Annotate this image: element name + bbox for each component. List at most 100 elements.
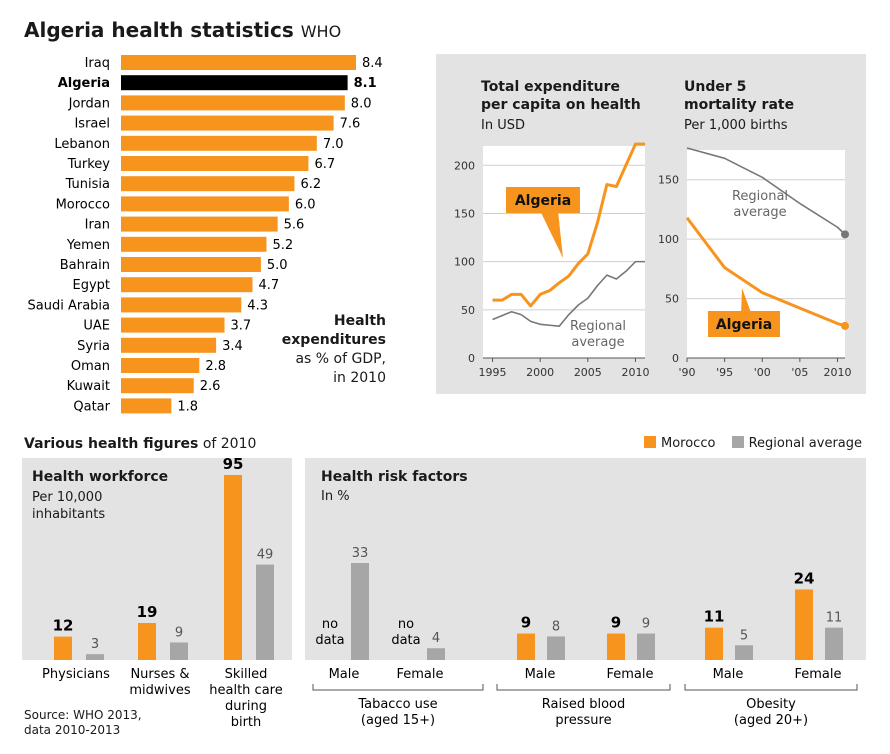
page-title: Algeria health statistics WHO xyxy=(24,18,341,42)
workforce-category-label: midwives xyxy=(129,683,190,698)
mortality-subtitle: Per 1,000 births xyxy=(684,118,788,133)
gdp-value-label: 4.3 xyxy=(247,298,268,313)
mortality-title-line1: Under 5 xyxy=(684,79,747,95)
risk-bar-regional xyxy=(427,648,445,660)
gdp-category-label: Saudi Arabia xyxy=(28,298,111,313)
workforce-sub-line2: inhabitants xyxy=(32,507,106,522)
expenditure-regional-label-line2: average xyxy=(571,335,624,350)
workforce-value-regional: 49 xyxy=(257,548,274,563)
workforce-bar-morocco xyxy=(224,475,242,660)
risk-value-regional: 11 xyxy=(826,611,843,626)
risk-bar-morocco xyxy=(607,633,625,660)
expenditure-algeria-callout-label: Algeria xyxy=(515,193,571,209)
risk-value-regional: 5 xyxy=(740,628,748,643)
workforce-title: Health workforce xyxy=(32,469,169,485)
gdp-category-label: UAE xyxy=(83,319,110,334)
expenditure-algeria-callout-pointer xyxy=(539,209,563,258)
risk-category-label: Female xyxy=(606,667,653,682)
workforce-value-regional: 9 xyxy=(175,625,183,640)
gdp-category-label: Bahrain xyxy=(60,258,110,273)
source-note: Source: WHO 2013, data 2010-2013 xyxy=(24,708,142,738)
risk-group-label: (aged 15+) xyxy=(361,713,435,728)
x-tick-label: 2010 xyxy=(823,366,851,379)
risk-value-morocco: 24 xyxy=(794,569,815,587)
risk-bar-regional xyxy=(735,645,753,660)
x-tick-label: 1995 xyxy=(479,366,507,379)
x-tick-label: 2000 xyxy=(526,366,554,379)
legend-label-morocco: Morocco xyxy=(661,436,716,451)
y-tick-label: 200 xyxy=(454,159,475,172)
expenditure-regional-label-line1: Regional xyxy=(570,319,626,334)
x-tick-label: 2005 xyxy=(574,366,602,379)
risk-value-morocco: 11 xyxy=(704,608,725,626)
gdp-value-label: 3.7 xyxy=(231,319,252,334)
risk-bar-regional xyxy=(825,627,843,660)
risk-category-label: Male xyxy=(525,667,556,682)
gdp-bar xyxy=(121,358,200,373)
gdp-value-label: 6.2 xyxy=(300,177,321,192)
gdp-bar xyxy=(121,55,356,70)
x-tick-label: '05 xyxy=(791,366,808,379)
workforce-bar-morocco xyxy=(138,623,156,660)
gdp-category-label: Syria xyxy=(77,339,110,354)
series-end-dot xyxy=(841,230,849,239)
y-tick-label: 150 xyxy=(658,174,679,187)
risk-title: Health risk factors xyxy=(321,469,468,485)
series-line-algeria xyxy=(685,216,846,328)
risk-group-label: Raised blood xyxy=(542,697,626,712)
y-tick-label: 100 xyxy=(454,256,475,269)
risk-group-label: Tabacco use xyxy=(357,697,437,712)
expenditure-subtitle: In USD xyxy=(481,118,525,133)
workforce-category-label: Skilled xyxy=(225,667,268,682)
various-title-text: Various health figures xyxy=(24,436,199,452)
gdp-value-label: 5.0 xyxy=(267,258,288,273)
gdp-bar xyxy=(121,75,348,91)
various-title-year: of 2010 xyxy=(202,436,257,452)
gdp-value-label: 8.0 xyxy=(351,96,372,111)
gdp-category-label: Egypt xyxy=(72,278,110,293)
gdp-category-label: Iran xyxy=(85,218,110,233)
gdp-bar xyxy=(121,135,317,151)
gdp-value-label: 5.2 xyxy=(272,238,293,253)
gdp-value-label: 2.8 xyxy=(205,359,226,374)
gdp-bar xyxy=(121,115,334,131)
x-tick-label: '90 xyxy=(678,366,695,379)
risk-value-regional: 4 xyxy=(432,631,440,646)
risk-no-data-line2: data xyxy=(391,633,420,648)
gdp-note-line2: in 2010 xyxy=(333,370,386,386)
gdp-bar xyxy=(121,337,217,353)
risk-group-label: Obesity xyxy=(746,697,796,712)
gdp-bar xyxy=(121,176,295,192)
gdp-category-label: Kuwait xyxy=(67,379,110,394)
risk-category-label: Male xyxy=(329,667,360,682)
gdp-bar xyxy=(121,297,242,313)
source-line1: Source: WHO 2013, xyxy=(24,708,142,722)
gdp-value-label: 7.0 xyxy=(323,137,344,152)
risk-group-label: pressure xyxy=(555,713,611,728)
mortality-regional-label-line2: average xyxy=(733,205,786,220)
workforce-value-regional: 3 xyxy=(91,637,99,652)
mortality-algeria-callout-label: Algeria xyxy=(716,317,772,333)
gdp-bar xyxy=(121,236,267,252)
gdp-value-label: 4.7 xyxy=(258,278,279,293)
risk-bar-morocco xyxy=(795,589,813,660)
risk-value-regional: 8 xyxy=(552,619,560,634)
workforce-category-label: health care xyxy=(209,683,282,698)
gdp-note-line1: as % of GDP, xyxy=(295,351,386,367)
title-source: WHO xyxy=(300,22,342,41)
workforce-bar-regional xyxy=(86,654,104,660)
risk-bar-regional xyxy=(547,636,565,660)
workforce-category-label: during xyxy=(225,699,267,714)
gdp-category-label: Yemen xyxy=(66,238,110,253)
y-tick-label: 50 xyxy=(461,304,475,317)
y-tick-label: 0 xyxy=(672,352,679,365)
gdp-category-label: Tunisia xyxy=(65,177,110,192)
expenditure-chart-title: Total expenditure per capita on health I… xyxy=(481,78,641,135)
expenditure-title-line2: per capita on health xyxy=(481,97,641,113)
risk-subtitle: In % xyxy=(321,489,350,504)
gdp-category-label: Iraq xyxy=(85,56,110,71)
risk-category-label: Female xyxy=(794,667,841,682)
expenditure-algeria-callout-box xyxy=(506,187,580,213)
various-health-figures-heading: Various health figures of 2010 xyxy=(24,436,256,452)
